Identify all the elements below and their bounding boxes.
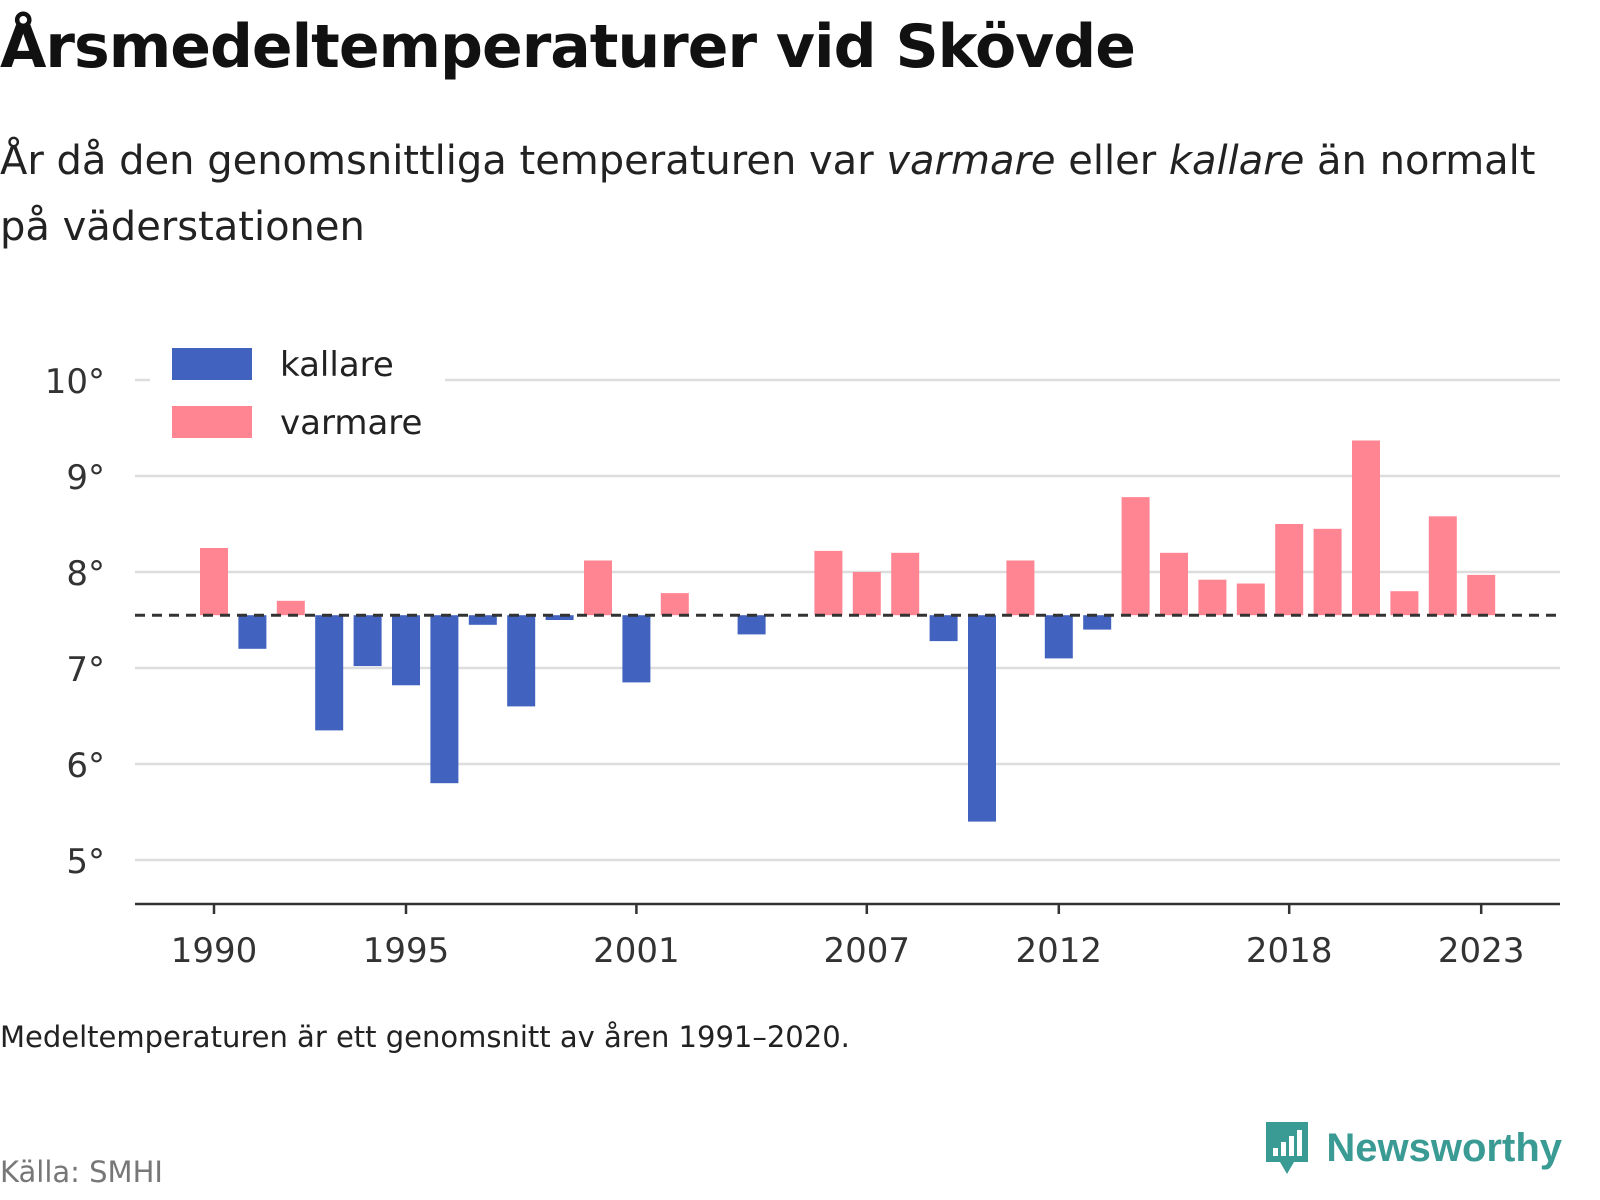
bar-warm: [891, 552, 920, 616]
bar-cold: [545, 615, 574, 620]
bar-warm: [1352, 440, 1380, 616]
subtitle-cold: kallare: [1168, 138, 1305, 184]
y-tick-label: 9°: [66, 458, 105, 498]
bar-cold: [1083, 615, 1112, 630]
x-tick-label: 2012: [1016, 931, 1103, 970]
subtitle-part-1: År då den genomsnittliga temperaturen va…: [0, 138, 887, 184]
bar-warm: [814, 550, 843, 616]
bar-cold: [507, 615, 536, 707]
bar-cold: [968, 615, 996, 822]
brand-name: Newsworthy: [1326, 1125, 1562, 1170]
bar-warm: [1006, 560, 1035, 616]
legend-label-warm: varmare: [280, 403, 422, 443]
x-tick-label: 2018: [1246, 931, 1333, 970]
bar-cold: [622, 615, 651, 683]
bar-cold: [1044, 615, 1073, 659]
subtitle-warm: varmare: [886, 138, 1056, 184]
bar-warm: [276, 600, 305, 616]
bar-warm: [1428, 516, 1457, 616]
x-tick-label: 1990: [171, 931, 258, 970]
bar-cold: [929, 615, 958, 642]
x-tick-label: 2023: [1438, 931, 1525, 970]
y-tick-label: 5°: [66, 842, 105, 882]
bar-warm: [200, 548, 228, 616]
x-tick-label: 2001: [593, 931, 680, 970]
bar-warm: [1121, 497, 1150, 616]
x-tick-label: 2007: [824, 931, 911, 970]
chart-subtitle: År då den genomsnittliga temperaturen va…: [0, 128, 1560, 260]
bar-warm: [1275, 524, 1304, 616]
bar-warm: [1198, 579, 1227, 616]
bar-warm: [852, 572, 881, 616]
subtitle-part-2: eller: [1055, 138, 1169, 184]
y-tick-label: 6°: [66, 746, 105, 786]
bar-cold: [238, 615, 267, 649]
bar-warm: [1236, 583, 1265, 616]
bar-cold: [353, 615, 382, 667]
bar-warm: [1313, 528, 1342, 616]
bar-cold: [392, 615, 420, 686]
newsworthy-logo-icon: [1266, 1122, 1309, 1174]
bar-warm: [1160, 552, 1188, 616]
footnote: Medeltemperaturen är ett genomsnitt av å…: [0, 1020, 850, 1054]
bar-warm: [1467, 574, 1496, 616]
bar-cold: [468, 615, 497, 625]
bar-cold: [315, 615, 344, 731]
temperature-chart: 5° 6° 7° 8° 9° 10° 1990 1995 2001 2007 2012 2018 202…: [45, 340, 1560, 970]
y-tick-label: 8°: [66, 554, 105, 594]
brand-logo: Newsworthy: [1262, 1118, 1562, 1178]
bar-warm: [660, 593, 689, 616]
subtitle-part-3: än normalt på väderstationen: [0, 138, 1536, 250]
bar-warm: [584, 560, 612, 616]
y-tick-label: 7°: [66, 650, 105, 690]
chart-title: Årsmedeltemperaturer vid Skövde: [0, 12, 1136, 82]
legend-label-cold: kallare: [280, 345, 394, 385]
legend-swatch-warm: [172, 406, 252, 438]
bar-cold: [737, 615, 766, 635]
bar-warm: [1390, 591, 1419, 616]
source-label: Källa: SMHI: [0, 1155, 163, 1189]
bar-cold: [430, 615, 459, 784]
x-tick-label: 1995: [363, 931, 450, 970]
legend-swatch-cold: [172, 348, 252, 380]
y-tick-label: 10°: [45, 362, 105, 402]
